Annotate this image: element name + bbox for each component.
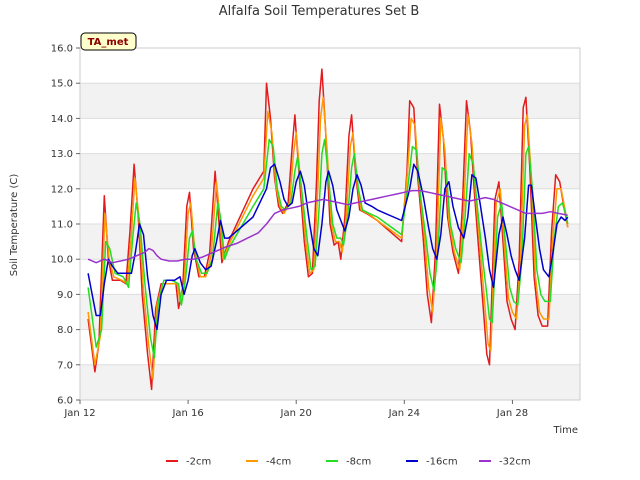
plot-band <box>80 153 580 189</box>
station-badge-label: TA_met <box>88 37 129 48</box>
y-tick-label: 14.0 <box>51 114 73 125</box>
y-tick-label: 15.0 <box>51 79 73 90</box>
y-tick-label: 13.0 <box>51 149 73 160</box>
series-line-minus-32cm <box>87 189 568 264</box>
y-tick-label: 16.0 <box>51 44 73 55</box>
y-tick-label: 10.0 <box>51 255 73 266</box>
y-tick-label: 11.0 <box>51 220 73 231</box>
legend: -2cm -4cm -8cm -16cm -32cm <box>166 457 531 468</box>
series-line-minus-16cm <box>87 163 569 331</box>
x-tick-label: Jan 16 <box>171 408 203 419</box>
legend-label: -4cm <box>266 457 291 468</box>
x-axis-label: Time <box>553 425 578 436</box>
legend-label: -2cm <box>186 457 211 468</box>
y-tick-label: 6.0 <box>57 396 73 407</box>
chart-title: Alfalfa Soil Temperatures Set B <box>219 4 420 19</box>
y-tick-label: 12.0 <box>51 184 73 195</box>
legend-label: -8cm <box>346 457 371 468</box>
series-line-minus-8cm <box>87 138 569 359</box>
plot-band <box>80 364 580 400</box>
x-tick-label: Jan 28 <box>496 408 528 419</box>
y-axis-ticks: 6.0 7.0 8.0 9.0 10.0 11.0 12.0 13.0 14.0 15.0 16.0 <box>51 44 80 407</box>
legend-label: -32cm <box>499 457 531 468</box>
plot-band <box>80 294 580 330</box>
x-tick-label: Jan 12 <box>63 408 95 419</box>
x-axis-ticks: Jan 12 Jan 16 Jan 20 Jan 24 Jan 28 <box>63 400 528 419</box>
x-tick-label: Jan 20 <box>280 408 312 419</box>
y-tick-label: 8.0 <box>57 325 73 336</box>
station-badge: TA_met <box>80 32 137 51</box>
plot-band <box>80 83 580 119</box>
legend-label: -16cm <box>426 457 458 468</box>
plot-background-bands <box>80 83 580 400</box>
series-lines <box>87 68 569 391</box>
y-tick-label: 7.0 <box>57 360 73 371</box>
x-tick-label: Jan 24 <box>388 408 420 419</box>
y-tick-label: 9.0 <box>57 290 73 301</box>
y-axis-label: Soil Temperature (C) <box>9 174 20 277</box>
